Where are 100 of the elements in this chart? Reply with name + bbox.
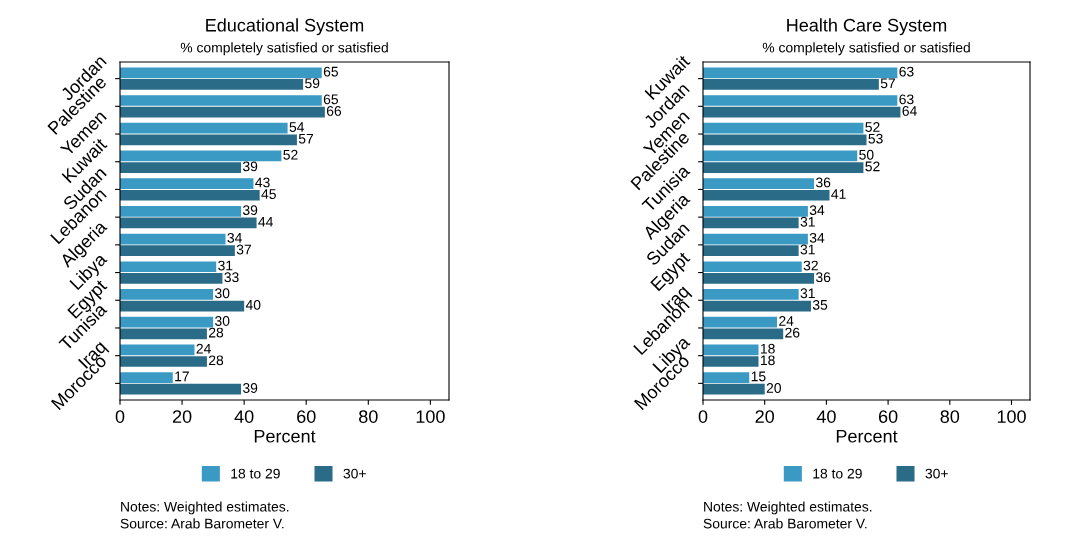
bar (703, 233, 808, 245)
bar (703, 122, 864, 134)
bar (703, 383, 765, 395)
bar (120, 300, 245, 312)
data-label: 65 (323, 66, 338, 77)
data-label: 37 (236, 244, 251, 255)
data-label: 34 (809, 205, 825, 216)
chart-title: Health Care System (787, 18, 947, 36)
bar (120, 245, 235, 257)
x-axis-title: Percent (254, 429, 316, 443)
data-label: 17 (175, 371, 189, 382)
bar (703, 150, 858, 162)
x-tick-label: 60 (878, 410, 898, 423)
bar (120, 178, 254, 189)
bar (120, 162, 242, 173)
legend-label: 18 to 29 (231, 468, 280, 479)
legend-label: 30+ (343, 468, 366, 479)
data-label: 15 (751, 371, 766, 382)
x-tick-label: 60 (297, 410, 316, 423)
data-label: 32 (803, 260, 818, 271)
data-label: 34 (227, 232, 242, 243)
data-label: 31 (800, 288, 815, 299)
bar (120, 356, 207, 367)
bar (120, 79, 304, 90)
bar (703, 316, 778, 328)
bar (703, 178, 815, 189)
bar (120, 233, 226, 245)
data-label: 39 (242, 383, 258, 393)
data-label: 28 (208, 327, 224, 338)
data-label: 30 (215, 316, 230, 326)
data-label: 39 (242, 205, 258, 216)
text: Notes: Weighted estimates. (121, 501, 289, 515)
bar (703, 289, 799, 300)
x-tick-label: 80 (359, 410, 378, 423)
bar (120, 106, 325, 118)
bar (120, 189, 260, 201)
bar (120, 205, 242, 217)
bar (120, 316, 214, 328)
bar (120, 134, 297, 146)
data-label: 53 (868, 133, 883, 144)
data-label: 41 (831, 189, 846, 199)
bar (703, 106, 901, 118)
bar (120, 122, 288, 134)
data-label: 64 (902, 106, 917, 116)
bar (703, 273, 815, 284)
data-label: 18 (760, 355, 775, 366)
source-note: Source: Arab Barometer V. (703, 518, 867, 529)
data-label: 35 (812, 299, 828, 310)
data-label: 57 (880, 78, 895, 89)
data-label: 40 (245, 299, 261, 310)
bar (703, 189, 830, 201)
data-label: 36 (815, 177, 831, 188)
bar (120, 67, 322, 79)
data-label: 34 (809, 232, 825, 243)
bar (120, 328, 207, 340)
data-label: 31 (800, 216, 815, 227)
data-label: 31 (800, 244, 815, 255)
bar (703, 205, 808, 217)
data-label: 66 (326, 106, 342, 116)
bar (703, 245, 799, 257)
data-label: 36 (815, 272, 831, 283)
bar (703, 356, 759, 367)
x-tick-label: 40 (234, 410, 254, 423)
data-label: 20 (766, 383, 781, 393)
data-label: 65 (323, 94, 338, 105)
x-tick-label: 40 (816, 410, 836, 423)
data-label: 52 (865, 161, 880, 172)
data-label: 45 (261, 189, 276, 199)
data-label: 57 (298, 133, 314, 144)
bar (120, 95, 322, 106)
bar (703, 261, 802, 273)
data-label: 44 (258, 217, 273, 227)
chart-subtitle: % completely satisfied or satisfied (762, 42, 970, 56)
legend-label: 30+ (925, 468, 948, 479)
bar (703, 217, 799, 229)
x-tick-label: 20 (755, 410, 775, 423)
data-label: 24 (196, 343, 211, 354)
bar (120, 383, 242, 395)
x-axis-title: Percent (836, 429, 898, 443)
bar (703, 67, 898, 79)
bar (120, 217, 257, 229)
bar (703, 372, 750, 383)
source-note: Source: Arab Barometer V. (120, 518, 284, 529)
data-label: 24 (779, 316, 794, 326)
data-label: 50 (859, 149, 874, 160)
data-label: 59 (305, 78, 320, 89)
x-tick-label: 0 (115, 410, 125, 423)
data-label: 63 (899, 94, 914, 105)
bar (703, 134, 867, 146)
data-label: 39 (242, 161, 258, 172)
data-label: 26 (785, 327, 800, 338)
bar (120, 273, 223, 284)
data-label: 31 (218, 260, 233, 271)
legend-label: 18 to 29 (813, 468, 862, 479)
data-label: 43 (255, 177, 270, 188)
data-label: 18 (760, 343, 775, 354)
bar (703, 328, 784, 340)
x-tick-label: 20 (172, 410, 192, 423)
bar (120, 344, 195, 356)
bar (120, 150, 282, 162)
